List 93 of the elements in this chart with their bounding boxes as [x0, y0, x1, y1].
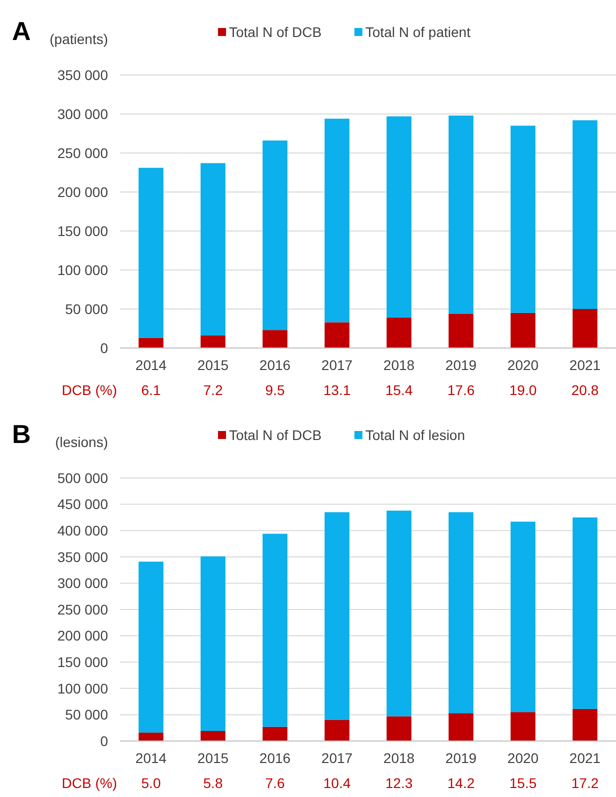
bar	[386, 318, 412, 348]
text: 15.4	[385, 382, 413, 398]
text: DCB (%)	[62, 775, 117, 791]
text: 10.4	[323, 775, 351, 791]
text: 9.5	[265, 382, 285, 398]
bar	[448, 116, 474, 314]
text: 17.2	[571, 775, 599, 791]
x-tick-label: 2016	[259, 357, 291, 373]
x-tick-label: 2015	[197, 750, 229, 766]
bar	[448, 512, 474, 714]
bar	[510, 126, 536, 313]
x-tick-label: 2014	[135, 357, 167, 373]
x-tick-label: 2018	[383, 357, 415, 373]
text: DCB (%)	[62, 382, 117, 398]
y-tick-label: 250 000	[57, 601, 108, 618]
x-tick-label: 2019	[445, 357, 477, 373]
x-tick-label: 2017	[321, 357, 353, 373]
bar	[572, 708, 598, 741]
y-tick-label: 50 000	[65, 706, 108, 723]
bar	[262, 330, 288, 348]
bar	[262, 140, 288, 330]
legend-label: Total N of DCB	[229, 427, 322, 443]
y-tick-label: 200 000	[57, 184, 108, 200]
bar	[138, 732, 164, 741]
bar	[138, 168, 164, 338]
y-tick-label: 250 000	[57, 144, 108, 161]
bar	[138, 338, 164, 348]
bar	[262, 534, 288, 727]
bar	[448, 713, 474, 741]
text: 13.1	[323, 382, 351, 398]
bar	[200, 556, 226, 732]
legend-label: Total N of DCB	[229, 24, 322, 40]
x-tick-label: 2014	[135, 750, 167, 766]
text: 5.0	[141, 775, 161, 791]
y-axis-title: (patients)	[50, 31, 108, 47]
x-tick-label: 2021	[569, 750, 601, 766]
bar	[200, 336, 226, 348]
bar	[448, 314, 474, 348]
y-tick-label: 200 000	[57, 628, 108, 644]
y-tick-label: 0	[100, 340, 108, 356]
x-tick-label: 2018	[383, 750, 415, 766]
bar	[510, 712, 536, 741]
text: 19.0	[509, 382, 537, 398]
bar	[572, 309, 598, 348]
bar	[324, 322, 350, 348]
bar	[324, 512, 350, 720]
y-tick-label: 350 000	[57, 66, 108, 83]
y-tick-label: 300 000	[57, 106, 108, 122]
bar	[324, 118, 350, 322]
y-tick-label: 100 000	[57, 262, 108, 278]
y-tick-label: 0	[100, 732, 108, 749]
text: 14.2	[447, 775, 475, 791]
x-tick-label: 2015	[197, 357, 229, 373]
chart-title: B	[12, 419, 31, 449]
x-tick-label: 2021	[569, 357, 601, 373]
bar	[386, 116, 412, 318]
x-tick-label: 2020	[507, 357, 539, 373]
y-tick-label: 100 000	[57, 680, 108, 696]
bar	[572, 517, 598, 709]
y-tick-label: 300 000	[57, 575, 108, 592]
bar	[386, 510, 412, 716]
text: 7.2	[203, 382, 223, 398]
legend-label: Total N of lesion	[365, 427, 466, 443]
y-tick-label: 50 000	[65, 300, 108, 317]
x-tick-label: 2017	[321, 750, 353, 766]
y-tick-label: 500 000	[57, 470, 108, 486]
x-tick-label: 2020	[507, 750, 539, 766]
text: 17.6	[447, 382, 475, 398]
chart-title: A	[12, 16, 31, 46]
bar	[510, 312, 536, 348]
y-tick-label: 350 000	[57, 548, 108, 565]
text: 20.8	[571, 382, 599, 398]
bar	[200, 163, 226, 336]
y-axis-title: (lesions)	[55, 434, 108, 450]
bar	[386, 716, 412, 741]
text: 6.1	[141, 382, 161, 398]
x-tick-label: 2016	[259, 750, 291, 766]
x-tick-label: 2019	[445, 750, 477, 766]
y-tick-label: 150 000	[57, 222, 108, 239]
bar	[200, 731, 226, 741]
bar	[572, 120, 598, 309]
bar	[510, 522, 536, 712]
text: 7.6	[265, 775, 285, 791]
text: 12.3	[385, 775, 413, 791]
bar	[262, 726, 288, 741]
legend-label: Total N of patient	[365, 24, 471, 40]
text: 5.8	[203, 775, 223, 791]
bar	[324, 720, 350, 741]
text: 15.5	[509, 775, 537, 791]
y-tick-label: 450 000	[57, 496, 108, 512]
y-tick-label: 400 000	[57, 522, 108, 538]
bar	[138, 562, 164, 733]
y-tick-label: 150 000	[57, 654, 108, 670]
